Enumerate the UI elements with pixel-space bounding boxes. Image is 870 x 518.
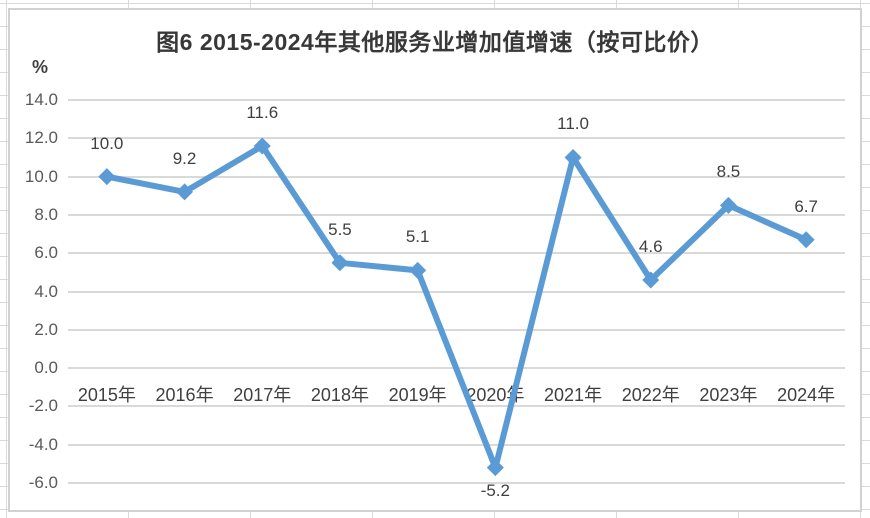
y-axis-tick-label: 8.0 (34, 204, 58, 224)
data-label: 10.0 (90, 133, 124, 153)
x-axis-tick-label: 2018年 (310, 385, 369, 405)
line-series-plot (98, 137, 815, 477)
data-point-marker (564, 148, 582, 166)
data-point-marker (98, 168, 116, 186)
gridline (68, 290, 845, 293)
x-axis-tick-label: 2023年 (699, 385, 758, 405)
x-axis-tick-label: 2019年 (388, 385, 447, 405)
data-label: 9.2 (172, 148, 197, 168)
chart-title: 图6 2015-2024年其他服务业增加值增速（按可比价） (156, 29, 714, 55)
data-point-marker (253, 137, 271, 155)
series-line (103, 143, 810, 471)
x-axis-tick-label: 2021年 (544, 385, 603, 405)
data-point-marker (409, 261, 427, 279)
data-label: 5.5 (328, 219, 352, 239)
gridline (68, 405, 845, 408)
gridline (68, 137, 845, 140)
data-label: 11.6 (246, 102, 279, 122)
y-axis-tick-label: 6.0 (34, 243, 58, 263)
y-axis-tick-label: 10.0 (24, 166, 58, 186)
data-point-marker (797, 231, 815, 249)
x-axis-tick-label: 2017年 (233, 385, 292, 405)
data-point-marker (176, 183, 194, 201)
y-axis-tick-label: 14.0 (24, 90, 58, 109)
gridline (68, 328, 845, 331)
data-point-marker (719, 196, 737, 214)
gridline (68, 99, 845, 101)
data-point-marker (642, 271, 660, 289)
data-point-marker (486, 459, 504, 477)
y-axis-tick-label: 0.0 (34, 358, 58, 378)
y-axis-tick-label: 12.0 (24, 128, 58, 148)
x-axis-tick-label: 2022年 (621, 385, 680, 405)
data-label: 11.0 (557, 114, 589, 134)
y-axis-unit-label: % (32, 57, 49, 77)
y-axis-tick-label: 4.0 (34, 281, 58, 301)
data-label: 5.1 (405, 227, 430, 247)
y-axis-tick-label: 2.0 (34, 319, 58, 339)
chart-object[interactable]: 图6 2015-2024年其他服务业增加值增速（按可比价） % 14.0 12.0… (8, 8, 862, 512)
y-axis-tick-label: -6.0 (28, 473, 58, 492)
data-label: 8.5 (716, 162, 741, 182)
x-axis-tick-label: 2016年 (155, 385, 214, 405)
gridline (68, 175, 845, 178)
y-axis-tick-label: -4.0 (28, 434, 58, 454)
gridline (68, 443, 845, 446)
gridline (68, 213, 845, 216)
x-axis-tick-label: 2015年 (77, 385, 136, 405)
gridline (68, 482, 845, 484)
x-axis-tick-label: 2024年 (777, 385, 836, 405)
data-label: 4.6 (638, 237, 663, 256)
data-label: 6.7 (794, 196, 818, 216)
data-label: -5.2 (480, 480, 510, 500)
gridline (68, 252, 845, 255)
y-axis-tick-label: -2.0 (28, 396, 58, 416)
data-point-marker (331, 254, 349, 272)
